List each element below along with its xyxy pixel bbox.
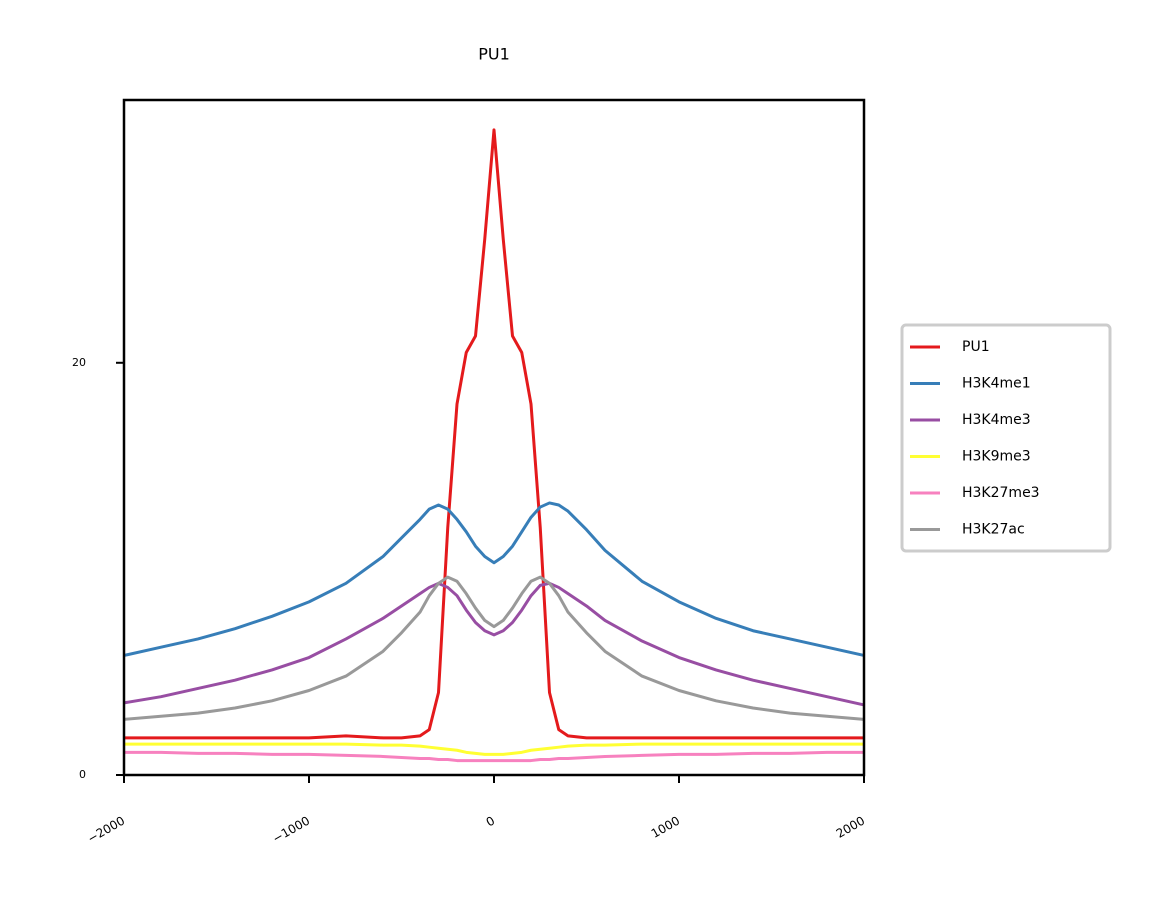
y-tick-label: 20 — [72, 356, 86, 369]
series-line — [123, 575, 865, 721]
y-tick-label: 0 — [79, 768, 86, 781]
legend-box — [900, 323, 1112, 553]
series-line — [124, 750, 864, 763]
legend-label: PU1 — [962, 339, 990, 355]
x-tick-label: 1000 — [649, 814, 682, 841]
series-line — [124, 128, 864, 740]
chart-title: PU1 — [478, 45, 510, 64]
legend-label: H3K4me3 — [962, 412, 1031, 428]
plot-frame — [122, 98, 866, 777]
series-line — [123, 581, 865, 707]
legend-label: H3K4me1 — [962, 376, 1031, 392]
x-tick-label: −2000 — [85, 814, 127, 846]
legend-label: H3K27me3 — [962, 485, 1040, 501]
legend-label: H3K9me3 — [962, 449, 1031, 465]
legend-label: H3K27ac — [962, 522, 1025, 538]
x-tick-label: 0 — [484, 814, 498, 830]
series-line — [123, 501, 865, 657]
x-tick-label: −1000 — [270, 814, 312, 846]
x-tick-label: 2000 — [834, 814, 867, 841]
series-line — [124, 742, 864, 756]
